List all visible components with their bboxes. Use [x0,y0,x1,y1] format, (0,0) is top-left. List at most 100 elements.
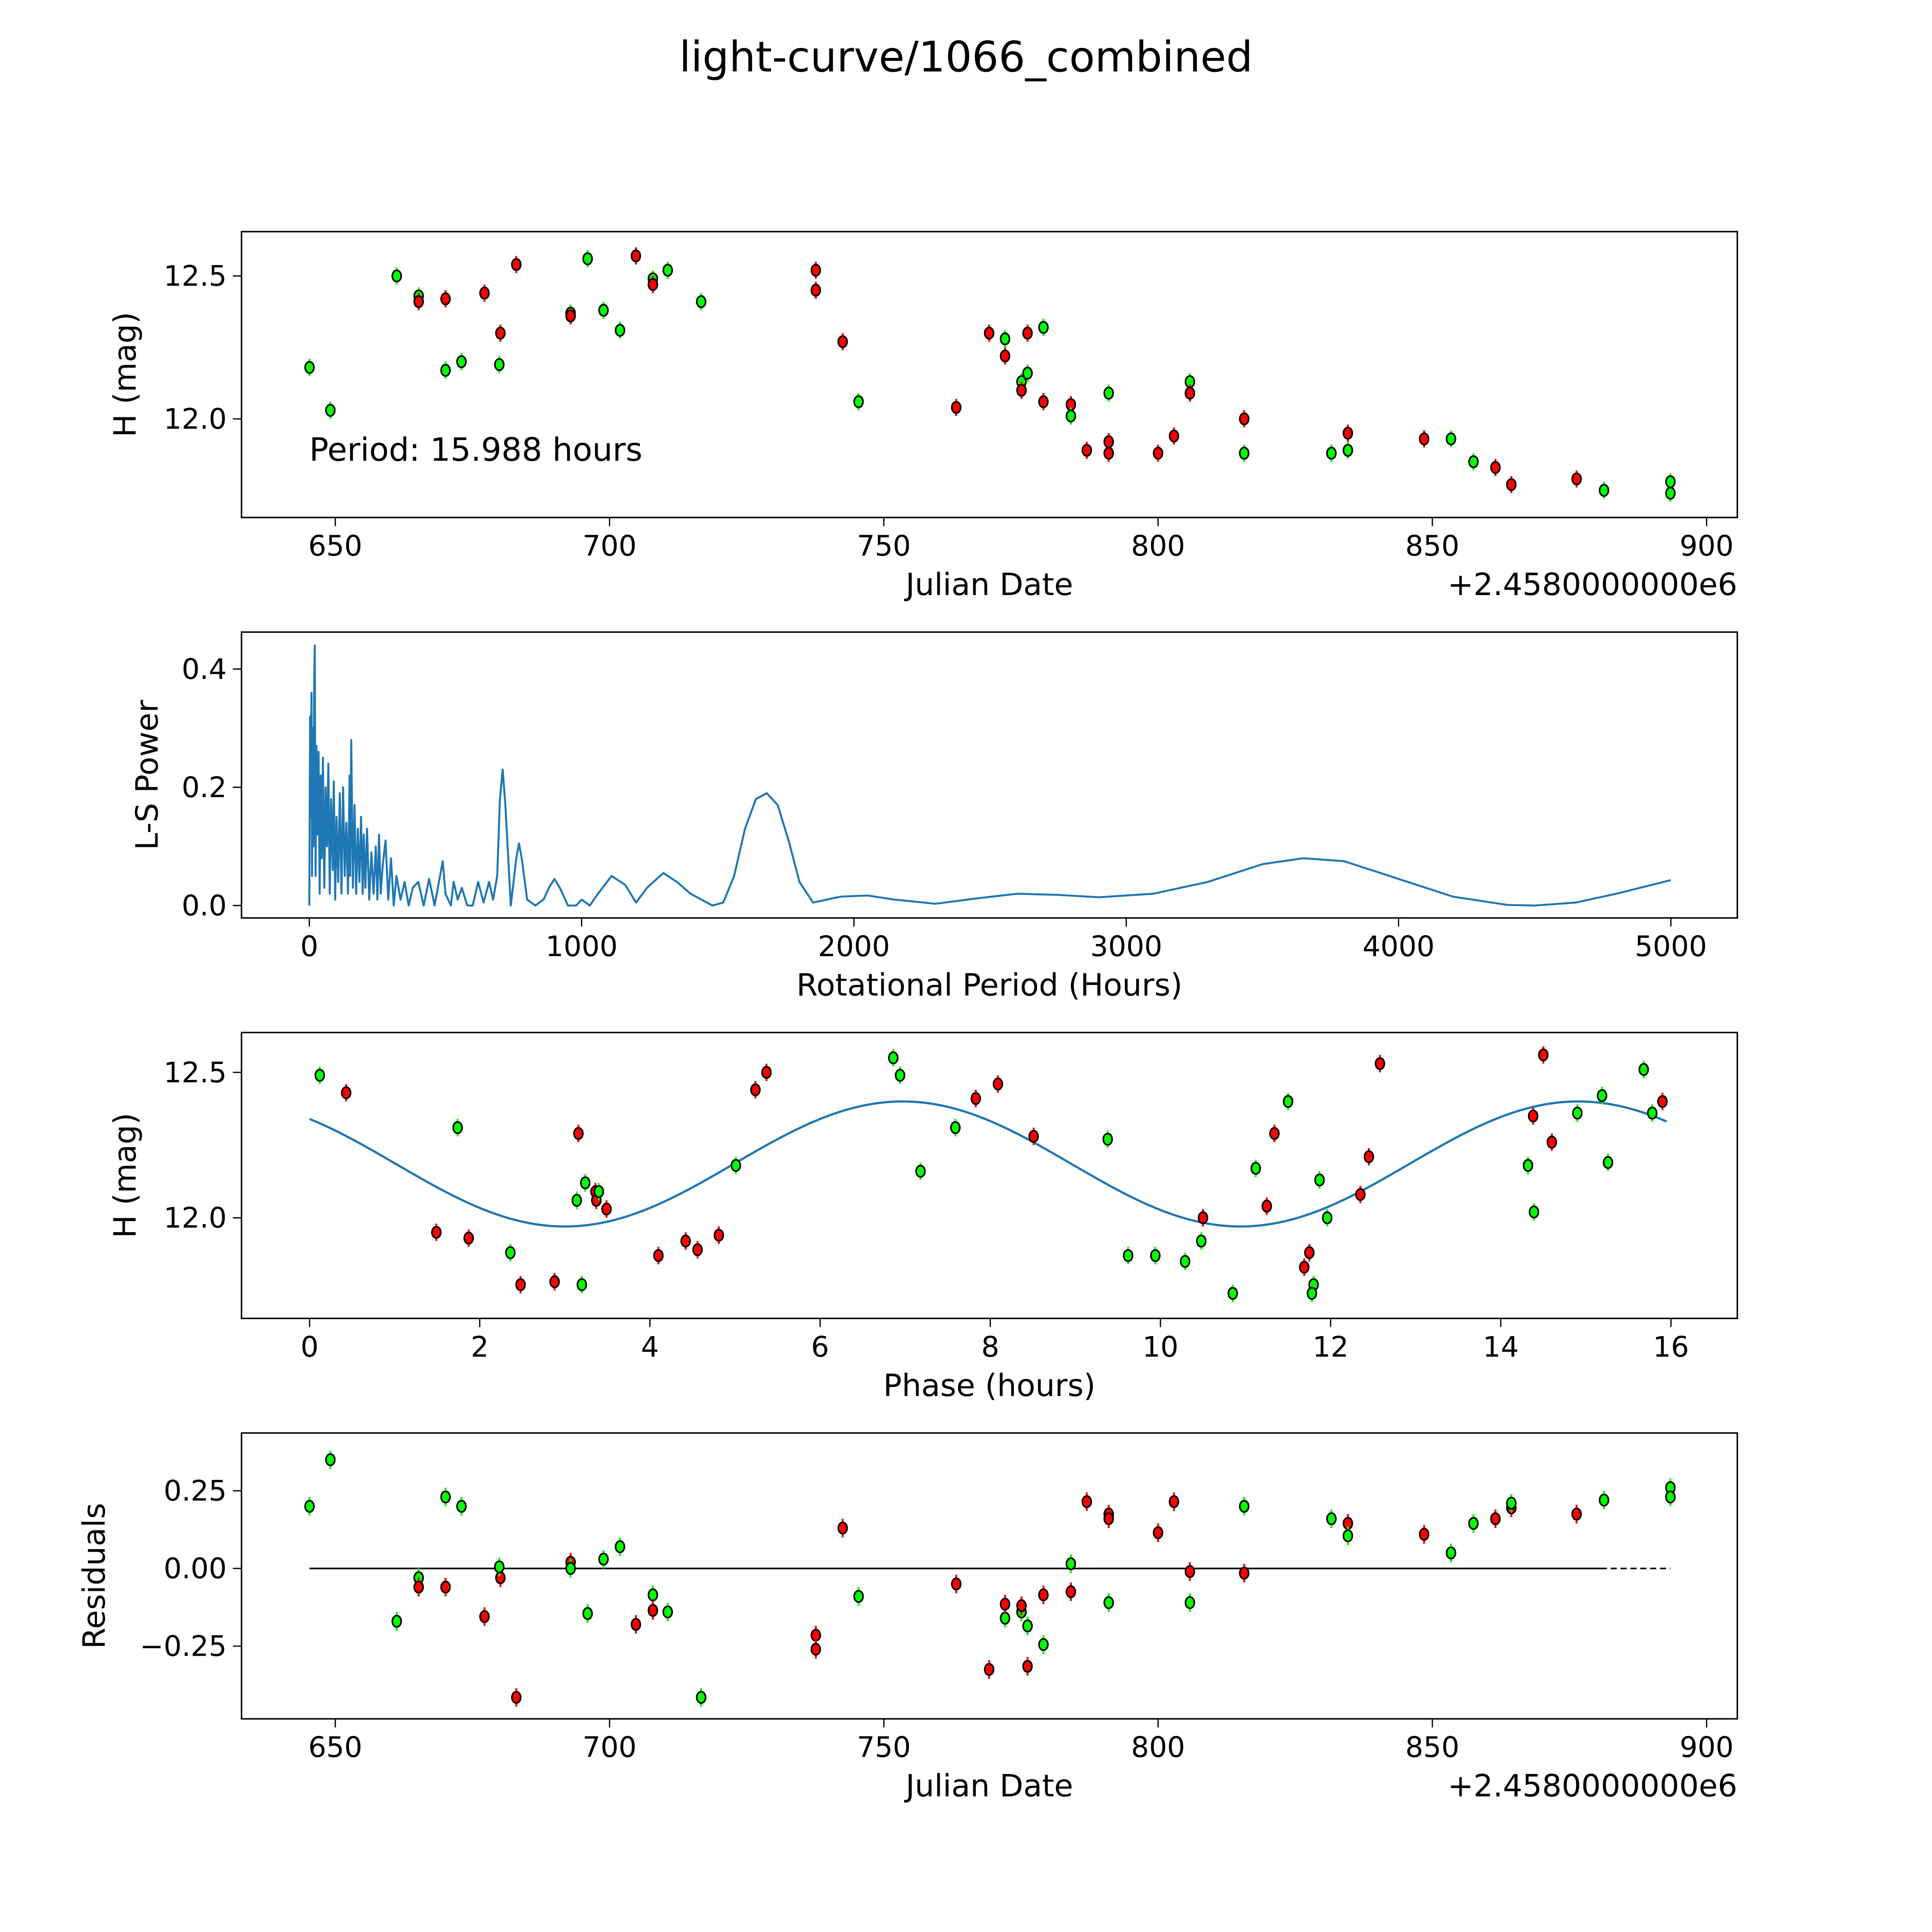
data-point [304,359,315,376]
point-marker [750,1083,761,1097]
point-marker [511,258,522,271]
data-point [631,1615,641,1634]
data-point [1490,459,1501,476]
point-marker [1153,1526,1163,1539]
data-point [1022,324,1033,342]
data-point [648,1601,658,1620]
y-axis-label: H (mag) [107,1113,143,1238]
data-point [1468,453,1479,471]
point-marker [582,252,593,265]
data-point [696,1688,707,1707]
data-point [598,1549,609,1569]
data-point [1528,1107,1539,1125]
data-point [1184,1562,1195,1581]
data-point [1250,1160,1261,1177]
point-marker [730,1159,741,1172]
data-point [1103,444,1114,462]
point-marker [304,361,315,374]
data-point [1065,396,1076,413]
point-marker [837,335,848,349]
data-point [1599,481,1609,499]
data-point [1374,1055,1385,1073]
point-marker [662,1605,673,1619]
data-point [1153,1523,1163,1542]
y-axis-label: L-S Power [129,700,165,850]
point-marker [951,401,962,414]
data-point [452,1119,463,1136]
x-tick-label: 850 [1405,1731,1459,1764]
point-marker [1529,1205,1539,1219]
data-point [1538,1046,1549,1064]
data-point [1082,1492,1092,1511]
point-marker [1665,486,1676,500]
point-marker [413,295,424,308]
data-point [1571,470,1582,488]
point-marker [1638,1063,1649,1076]
point-marker [571,1194,582,1207]
point-marker [1022,1619,1033,1633]
point-marker [837,1521,848,1535]
x-tick-label: 6 [811,1331,829,1364]
point-marker [1657,1095,1668,1108]
periodogram-panel: 0 1000 2000 3000 4000 5000 0.0 0.2 0.4 Rotational… [129,631,1738,1003]
data-point [1342,442,1353,459]
point-marker [1082,1495,1092,1508]
point-marker [1239,447,1250,460]
point-marker [1599,484,1609,497]
point-marker [1506,1497,1517,1510]
data-point [853,1587,864,1606]
point-marker [1326,1512,1337,1526]
x-tick-label: 5000 [1635,930,1707,963]
point-marker [1038,1588,1049,1602]
data-point [1506,1494,1517,1513]
lightcurve-panel: 650 700 750 800 850 900 12.0 12.5 Julian Date H (… [107,231,1738,602]
x-tick-label: 650 [308,1731,362,1764]
data-point [761,1063,772,1081]
point-marker [452,1121,463,1134]
point-marker [1038,1638,1049,1651]
residuals-panel: 650 700 750 800 850 900 −0.25 0.00 0.25 Julian Da… [76,1432,1738,1804]
x-axis-label: Julian Date [904,1768,1073,1804]
point-marker [1602,1156,1614,1169]
point-marker [1153,447,1163,460]
point-marker [810,1643,821,1656]
data-point [304,1497,315,1516]
y-tick-label: 0.0 [182,889,227,922]
data-point [1038,393,1049,410]
data-point [440,290,451,308]
data-point [1269,1124,1280,1142]
point-marker [479,1610,490,1623]
point-marker [1180,1255,1190,1268]
point-marker [662,264,673,277]
data-point [696,293,707,310]
data-point [631,247,641,265]
data-point [463,1229,474,1247]
point-marker [495,327,506,340]
point-marker [895,1069,905,1082]
point-marker [1572,1106,1583,1120]
x-tick-label: 850 [1405,530,1459,563]
point-marker [580,1176,591,1190]
point-marker [1065,1557,1076,1570]
point-marker [1522,1159,1534,1172]
point-marker [479,286,490,300]
y-axis-label: Residuals [76,1503,112,1649]
x-tick-label: 3000 [1090,930,1162,963]
data-point [1647,1104,1658,1122]
y-tick-label: 12.0 [163,403,226,436]
point-marker [1269,1127,1280,1140]
point-marker [1364,1150,1374,1163]
point-marker [304,1500,315,1513]
data-point [1103,384,1114,402]
data-point [853,393,864,410]
data-point [456,353,467,371]
data-point [662,1602,673,1621]
data-point [1168,427,1179,445]
point-marker [495,1571,506,1585]
point-marker [391,1615,402,1628]
x-tick-label: 900 [1680,1731,1734,1764]
point-marker [1490,1512,1501,1526]
data-point [915,1162,926,1180]
x-tick-label: 8 [981,1331,999,1364]
data-point [1022,364,1033,382]
